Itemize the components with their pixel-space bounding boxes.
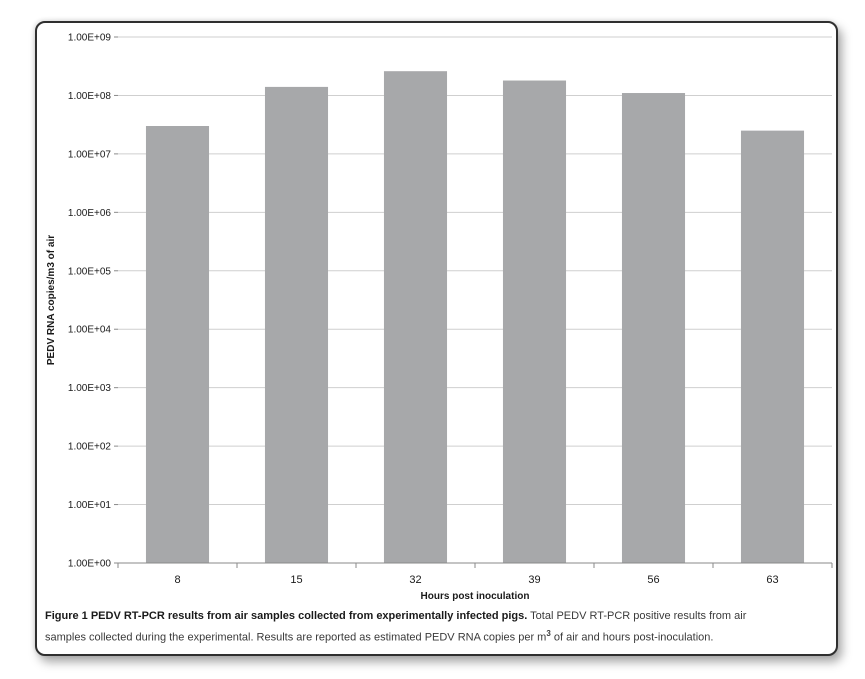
y-tick-label: 1.00E+02	[68, 442, 112, 453]
y-tick-label: 1.00E+04	[68, 325, 112, 336]
y-tick-label: 1.00E+03	[68, 383, 112, 394]
y-axis-title: PEDV RNA copies/m3 of air	[46, 235, 57, 365]
y-tick-label: 1.00E+08	[68, 91, 112, 102]
bars	[145, 71, 805, 564]
caption-body-line1: Total PEDV RT-PCR positive results from …	[530, 610, 747, 622]
caption-superscript: 3	[546, 629, 551, 638]
bar-8	[145, 126, 210, 564]
x-tick-label: 56	[647, 574, 659, 586]
x-tick-label: 8	[174, 574, 180, 586]
bar-chart: 1.00E+00 1.00E+01 1.00E+02 1.00E+03 1.00E+04…	[46, 33, 833, 602]
y-axis-ticks: 1.00E+00 1.00E+01 1.00E+02 1.00E+03 1.00E+04…	[68, 33, 118, 570]
x-tick-label: 32	[409, 574, 421, 586]
y-tick-label: 1.00E+00	[68, 559, 112, 570]
y-tick-label: 1.00E+09	[68, 33, 112, 44]
caption-body-line2: samples collected during the experimenta…	[45, 631, 547, 644]
y-tick-label: 1.00E+07	[68, 149, 112, 160]
caption-title: Figure 1 PEDV RT-PCR results from air sa…	[45, 610, 528, 622]
gridlines	[118, 36, 832, 506]
caption-body-line2-end: of air and hours post-inoculation.	[550, 631, 714, 644]
bar-32	[383, 71, 448, 563]
x-axis-title: Hours post inoculation	[421, 591, 530, 602]
bar-39	[502, 80, 567, 564]
bar-56	[621, 93, 686, 563]
x-tick-label: 39	[528, 574, 540, 586]
bar-63	[740, 130, 805, 563]
y-tick-label: 1.00E+05	[68, 266, 112, 277]
x-tick-label: 15	[290, 574, 302, 586]
y-tick-label: 1.00E+01	[68, 500, 112, 511]
y-tick-label: 1.00E+06	[68, 208, 112, 219]
x-axis-ticks: 8 15 32 39 56 63	[117, 563, 833, 586]
x-tick-label: 63	[766, 574, 778, 586]
bar-15	[264, 86, 329, 563]
figure-caption: Figure 1 PEDV RT-PCR results from air sa…	[45, 608, 820, 647]
